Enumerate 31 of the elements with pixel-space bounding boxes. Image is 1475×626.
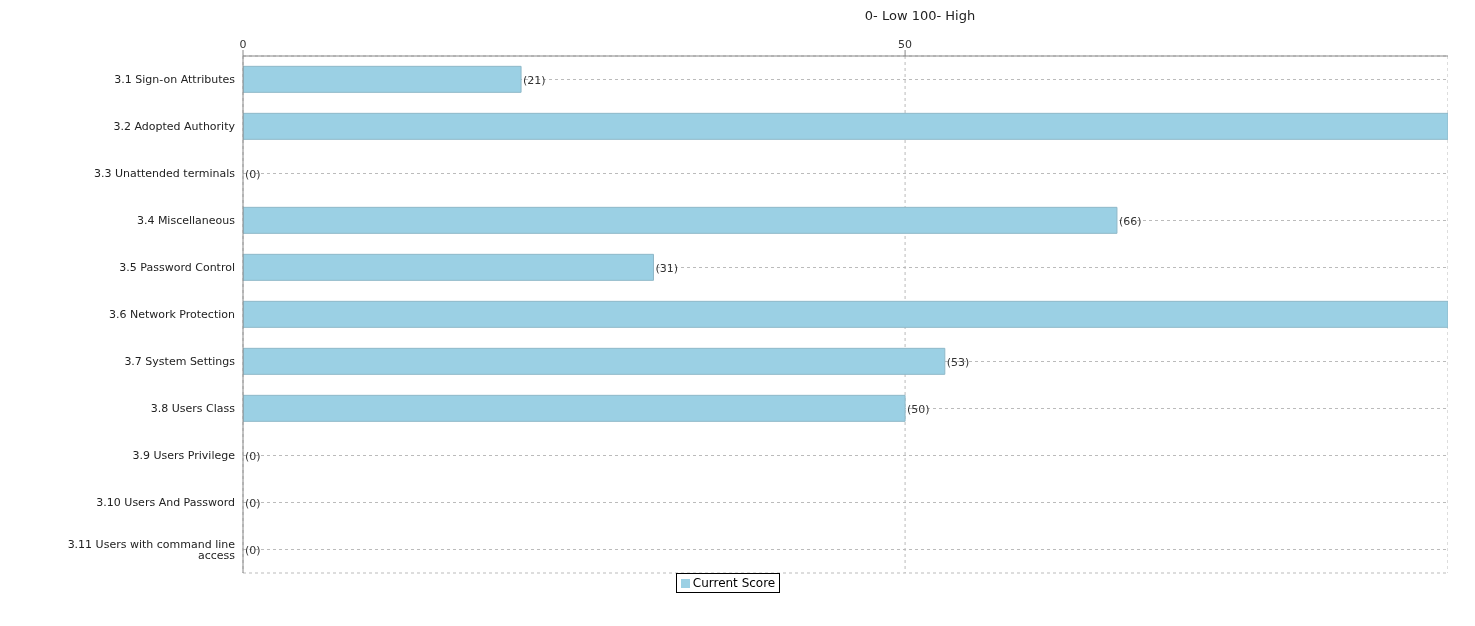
bar — [243, 394, 906, 422]
data-label: (0) — [245, 543, 261, 557]
bar — [243, 206, 1118, 234]
y-tick-label: 3.9 Users Privilege — [132, 449, 236, 463]
data-label: (0) — [245, 496, 261, 510]
data-label: (31) — [655, 261, 679, 275]
y-tick-label: 3.5 Password Control — [119, 261, 235, 275]
data-label: (50) — [907, 402, 930, 416]
bar — [243, 300, 1448, 328]
y-tick-label: 3.7 System Settings — [124, 355, 236, 369]
y-tick-label: 3.6 Network Protection — [108, 308, 236, 322]
bar — [243, 112, 1448, 140]
y-tick-label: 3.8 Users Class — [150, 402, 236, 416]
x-tick-label: 0 — [239, 38, 247, 51]
legend-label: Current Score — [691, 576, 776, 590]
y-tick-label: 3.3 Unattended terminals — [93, 167, 236, 181]
y-tick-label: 3.1 Sign-on Attributes — [114, 73, 236, 87]
y-tick-label: 3.11 Users with command line access — [67, 537, 236, 562]
bar — [243, 253, 654, 281]
y-tick-label: 3.2 Adopted Authority — [113, 120, 236, 134]
data-label: (0) — [245, 449, 261, 463]
x-axis-title: 0- Low 100- High — [863, 8, 977, 23]
bar — [243, 65, 522, 93]
data-label: (21) — [523, 73, 546, 87]
y-tick-label: 3.10 Users And Password — [96, 496, 235, 510]
data-label: (66) — [1118, 214, 1142, 228]
bar — [243, 347, 946, 375]
x-tick-label: 50 — [898, 38, 913, 51]
data-label: (53) — [946, 355, 970, 369]
data-label: (0) — [245, 167, 261, 181]
y-tick-label: 3.4 Miscellaneous — [136, 214, 236, 228]
